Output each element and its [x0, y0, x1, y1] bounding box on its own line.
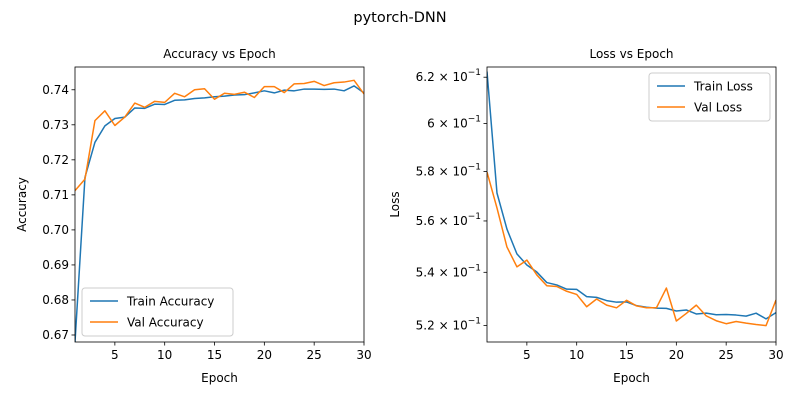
- plot-area: [487, 71, 776, 327]
- y-axis-label: Accuracy: [15, 177, 29, 232]
- x-tick-label: 30: [356, 348, 371, 362]
- axes-frame: [486, 66, 777, 343]
- x-tick-label: 20: [669, 348, 684, 362]
- loss-chart: Loss vs Epoch 5 10 15 20 25 30 5.2 × 10−1 5.4 × …: [388, 47, 784, 385]
- y-tick-label: 0.71: [42, 188, 69, 202]
- y-tick-label: 5.6 × 10−1: [416, 212, 481, 228]
- x-tick-label: 15: [207, 348, 222, 362]
- x-tick-label: 25: [719, 348, 734, 362]
- x-tick-label: 20: [257, 348, 272, 362]
- legend-box: [81, 287, 234, 337]
- x-tick-label: 5: [523, 348, 531, 362]
- axes-frame: [74, 66, 365, 343]
- legend-label: Val Accuracy: [127, 316, 204, 330]
- chart-title: Accuracy vs Epoch: [163, 47, 276, 61]
- y-tick-label: 5.8 × 10−1: [416, 162, 481, 178]
- x-tick-label: 10: [569, 348, 584, 362]
- y-tick-label: 0.70: [42, 223, 69, 237]
- plot-area: [75, 79, 364, 342]
- y-tick-label: 5.4 × 10−1: [416, 263, 481, 279]
- series-line-val-accuracy: [75, 79, 364, 192]
- y-tick-label: 0.67: [42, 328, 69, 342]
- legend: Train Loss Val Loss: [648, 72, 771, 122]
- y-tick-label: 6 × 10−1: [427, 115, 481, 131]
- legend: Train Accuracy Val Accuracy: [81, 287, 234, 337]
- accuracy-chart: Accuracy vs Epoch 5 10 15 20 25 30 0.67 0.68 0.69…: [15, 47, 372, 385]
- y-tick-label: 0.73: [42, 118, 69, 132]
- y-axis-label: Loss: [388, 191, 402, 217]
- x-tick-label: 5: [111, 348, 119, 362]
- y-tick-label: 0.68: [42, 293, 69, 307]
- series-line-val-loss: [487, 171, 776, 327]
- y-tick-label: 0.74: [42, 83, 69, 97]
- legend-label: Val Loss: [694, 101, 742, 115]
- legend-box: [648, 72, 771, 122]
- x-axis-label: Epoch: [201, 371, 238, 385]
- legend-label: Train Loss: [693, 80, 753, 94]
- y-tick-label: 6.2 × 10−1: [416, 68, 481, 84]
- x-axis-label: Epoch: [613, 371, 650, 385]
- figure-title: pytorch-DNN: [353, 10, 446, 26]
- x-tick-label: 25: [307, 348, 322, 362]
- x-tick-label: 30: [768, 348, 783, 362]
- y-tick-label: 0.69: [42, 258, 69, 272]
- y-tick-label: 5.2 × 10−1: [416, 317, 481, 333]
- legend-label: Train Accuracy: [126, 295, 214, 309]
- x-tick-label: 15: [619, 348, 634, 362]
- chart-title: Loss vs Epoch: [589, 47, 673, 61]
- x-tick-label: 10: [157, 348, 172, 362]
- y-tick-label: 0.72: [42, 153, 69, 167]
